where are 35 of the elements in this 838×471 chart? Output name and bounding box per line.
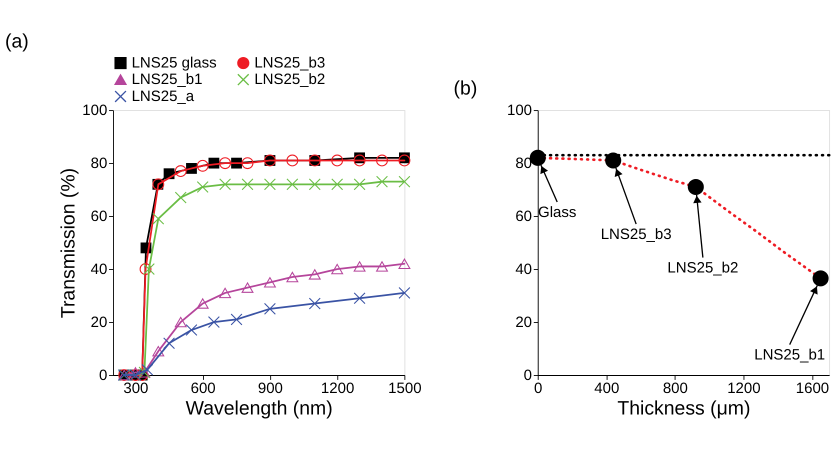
y-axis-title: Transmission (%) <box>57 168 80 318</box>
y-tick-label: 80 <box>515 154 532 172</box>
y-tick-label: 80 <box>90 154 108 172</box>
x-tick-label: 1600 <box>796 380 830 398</box>
y-tick-label: 20 <box>515 314 532 331</box>
y-tick-label: 20 <box>90 314 108 331</box>
y-tick-label: 40 <box>515 260 532 278</box>
x-tick-label: 1200 <box>727 380 761 398</box>
annotation: LNS25_b1 <box>754 346 826 364</box>
legend-label: LNS25_b2 <box>254 71 326 88</box>
legend-label: LNS25_a <box>132 88 195 105</box>
y-tick-label: 40 <box>90 260 108 278</box>
annotation: LNS25_b3 <box>600 226 672 244</box>
x-tick-label: 1200 <box>320 380 354 398</box>
legend-label: LNS25_b1 <box>132 71 202 88</box>
x-tick-label: 600 <box>190 380 216 398</box>
x-tick-label: 900 <box>258 380 283 398</box>
x-tick-label: 800 <box>662 380 688 398</box>
legend-label: LNS25 glass <box>132 54 217 72</box>
annotation: LNS25_b2 <box>667 260 738 277</box>
chart-title: (b) <box>454 77 478 100</box>
y-tick-label: 0 <box>98 366 108 384</box>
legend-label: LNS25_b3 <box>254 54 326 72</box>
y-tick-label: 60 <box>90 208 108 225</box>
x-tick-label: 400 <box>594 380 620 398</box>
y-tick-label: 100 <box>506 102 532 120</box>
y-tick-label: 0 <box>524 366 532 384</box>
y-tick-label: 60 <box>515 208 532 225</box>
x-axis-title: Wavelength (nm) <box>186 397 333 420</box>
chart-title: (a) <box>4 30 29 52</box>
annotation: Glass <box>538 204 576 221</box>
x-tick-label: 300 <box>123 380 148 398</box>
x-tick-label: 1500 <box>388 380 422 398</box>
y-tick-label: 100 <box>82 102 108 120</box>
x-axis-title: Thickness (μm) <box>617 397 750 420</box>
